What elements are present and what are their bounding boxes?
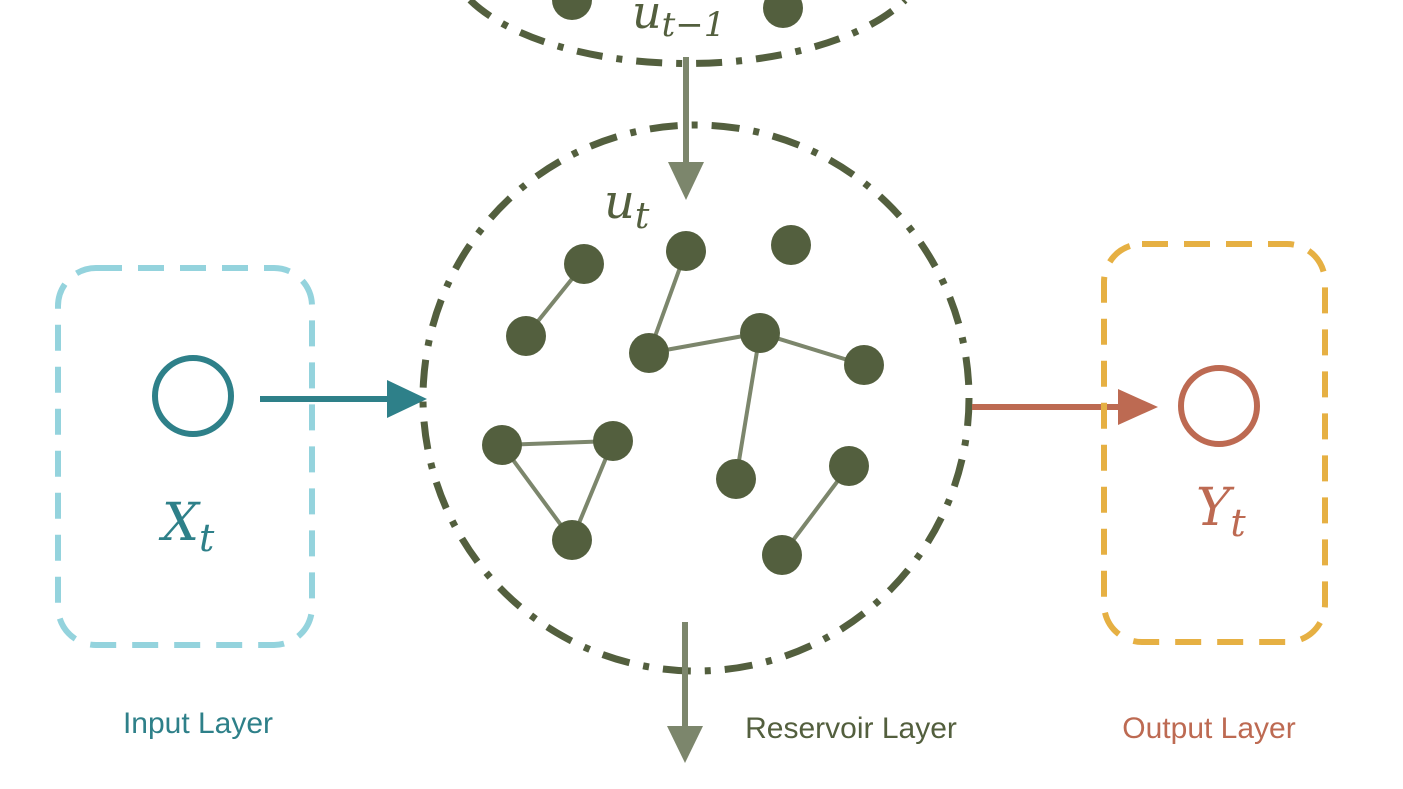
previous-reservoir-node (552, 0, 592, 20)
reservoir-connections (500, 250, 865, 557)
previous-state-label: ut−1 (632, 0, 725, 45)
reservoir-node (482, 425, 522, 465)
reservoir-node (716, 459, 756, 499)
reservoir-layer-label: Reservoir Layer (745, 712, 957, 745)
reservoir-output-arrow (667, 622, 703, 763)
reservoir-node (844, 345, 884, 385)
reservoir-node (740, 313, 780, 353)
reservoir-node (762, 535, 802, 575)
output-layer-label: Output Layer (1122, 712, 1295, 745)
reservoir: ut (419, 121, 973, 675)
reservoir-node (771, 225, 811, 265)
reservoir-node (829, 446, 869, 486)
input-layer-label: Input Layer (123, 707, 273, 740)
recurrent-arrow (668, 57, 704, 200)
output-node-label: Yt (1196, 478, 1246, 545)
reservoir-boundary (419, 121, 973, 675)
reservoir-nodes (482, 225, 884, 575)
input-layer-box (55, 265, 315, 648)
input-arrow (260, 380, 427, 418)
previous-reservoir-boundary (467, 0, 908, 67)
input-node-label: Xt (158, 493, 215, 560)
output-node (1178, 365, 1260, 447)
input-node (152, 355, 234, 437)
reservoir-node (564, 244, 604, 284)
reservoir-node (629, 333, 669, 373)
reservoir-node (552, 520, 592, 560)
output-arrow (972, 389, 1158, 425)
reservoir-node (506, 316, 546, 356)
current-state-label: ut (604, 174, 650, 237)
previous-reservoir-state: ut−1 (467, 0, 908, 67)
reservoir-node (666, 231, 706, 271)
reservoir-connection (734, 332, 762, 480)
reservoir-node (593, 421, 633, 461)
previous-reservoir-node (763, 0, 803, 28)
